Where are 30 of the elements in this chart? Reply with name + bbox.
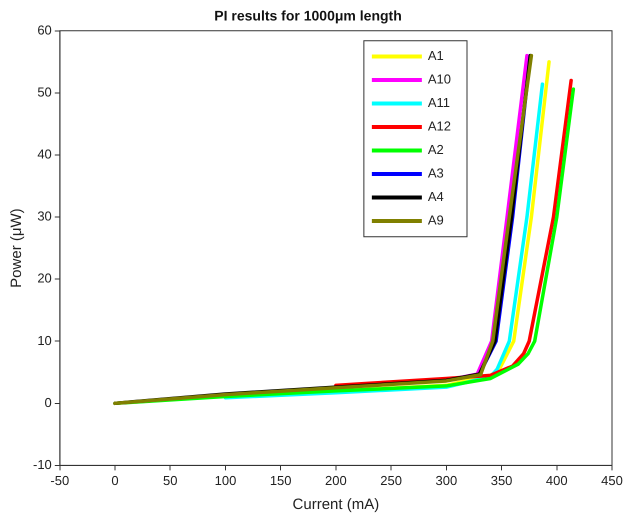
x-tick-label: 0: [111, 472, 119, 488]
legend-label: A1: [428, 48, 444, 64]
y-tick-label: 40: [37, 146, 52, 162]
x-tick-label: 450: [601, 472, 623, 488]
legend-label: A11: [428, 95, 450, 110]
x-tick-label: 50: [162, 472, 178, 488]
x-tick-label: 250: [380, 472, 402, 488]
y-tick-label: 50: [37, 84, 52, 100]
x-tick-label: -50: [50, 472, 70, 488]
y-tick-label: 30: [37, 208, 52, 224]
x-tick-label: 150: [270, 472, 292, 488]
legend-label: A9: [428, 212, 444, 228]
y-tick-label: 10: [37, 332, 52, 348]
legend-label: A2: [428, 142, 444, 158]
y-axis-title: Power (μW): [8, 208, 26, 288]
x-axis-title: Current (mA): [292, 496, 380, 514]
y-tick-label: 20: [37, 270, 52, 286]
x-tick-label: 400: [546, 472, 568, 488]
legend-label: A3: [428, 166, 444, 181]
legend-label: A10: [428, 72, 452, 87]
x-tick-label: 350: [490, 472, 512, 488]
x-tick-label: 200: [325, 472, 347, 488]
x-tick-label: 100: [214, 472, 236, 488]
y-tick-label: 0: [44, 394, 52, 410]
y-tick-label: 60: [37, 22, 52, 38]
y-tick-label: -10: [32, 456, 52, 472]
chart-title: PI results for 1000μm length: [214, 7, 402, 24]
legend-label: A12: [428, 118, 452, 134]
x-tick-label: 300: [435, 472, 458, 488]
legend-label: A4: [428, 189, 444, 204]
